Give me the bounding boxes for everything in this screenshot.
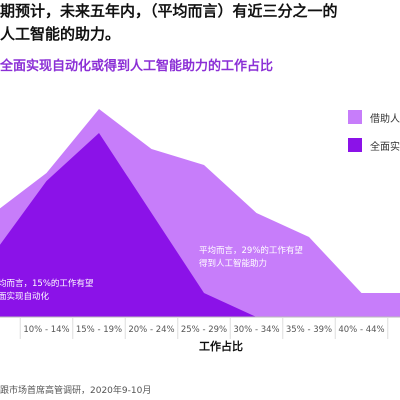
x-tick-label: 40% - 44% <box>338 325 384 335</box>
annotation-0-line-1: 得到人工智能助力 <box>199 258 267 269</box>
x-tick-label: 25% - 29% <box>181 325 227 335</box>
annotation-1-line-0: 均而言，15%的工作有望 <box>0 278 94 289</box>
x-axis-title: 工作占比 <box>199 340 243 353</box>
legend-swatch-automated <box>348 138 362 152</box>
x-tick-label: 20% - 24% <box>128 325 174 335</box>
series-area-1 <box>0 133 400 317</box>
annotation-1-line-1: 面实现自动化 <box>0 291 50 302</box>
x-tick-label: 15% - 19% <box>76 325 122 335</box>
x-tick-label: 30% - 34% <box>233 325 279 335</box>
legend-label-assisted: 借助人工 <box>370 114 400 125</box>
headline-line-1: 期预计，未来五年内，（平均而言）有近三分之一的 <box>0 2 338 20</box>
legend-label-automated: 全面实现 <box>370 142 400 153</box>
x-tick-label: 35% - 39% <box>286 325 332 335</box>
headline-line-2: 人工智能的助力。 <box>0 25 121 43</box>
x-tick-label: 10% - 14% <box>23 325 69 335</box>
chart-subtitle: 全面实现自动化或得到人工智能助力的工作占比 <box>0 59 274 74</box>
legend-swatch-assisted <box>348 110 362 124</box>
source-note: 跟市场首席高管调研，2020年9-10月 <box>0 386 152 396</box>
annotation-0-line-0: 平均而言，29%的工作有望 <box>199 245 303 256</box>
headline: 期预计，未来五年内，（平均而言）有近三分之一的 人工智能的助力。 <box>0 0 400 46</box>
